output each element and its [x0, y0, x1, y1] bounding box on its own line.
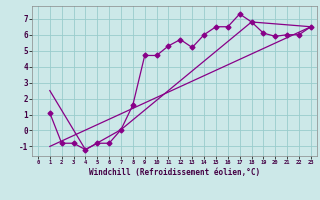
X-axis label: Windchill (Refroidissement éolien,°C): Windchill (Refroidissement éolien,°C)	[89, 168, 260, 177]
